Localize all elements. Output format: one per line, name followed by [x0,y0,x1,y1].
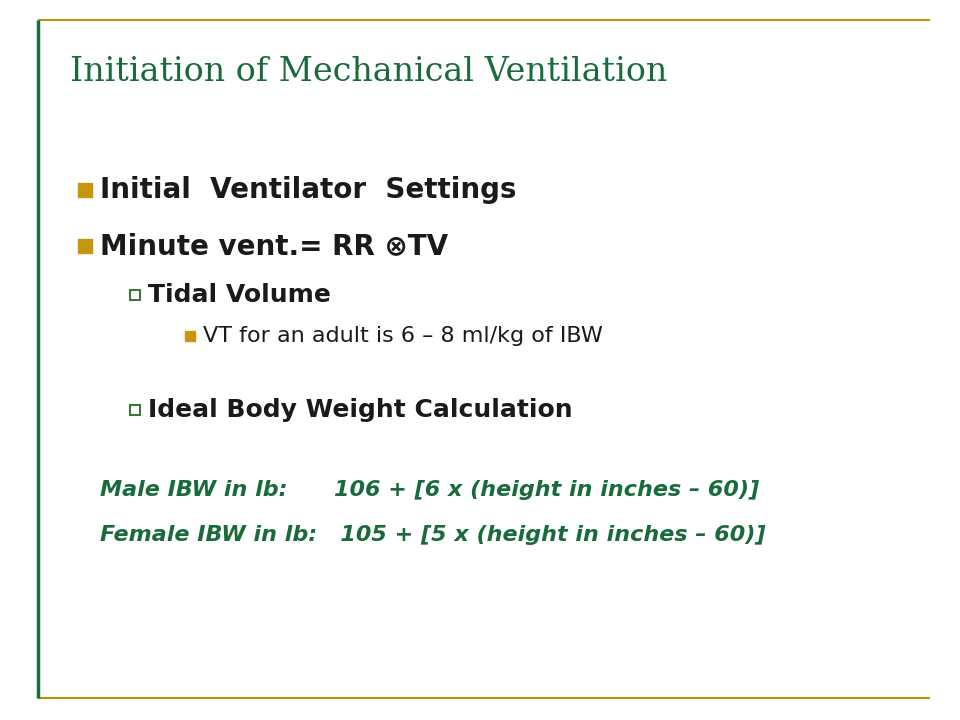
Text: Tidal Volume: Tidal Volume [148,283,331,307]
Bar [130,405,140,415]
Text: Minute vent.= RR ⊗TV: Minute vent.= RR ⊗TV [100,232,448,260]
Text: VT for an adult is 6 – 8 ml/kg of IBW: VT for an adult is 6 – 8 ml/kg of IBW [203,326,603,346]
Text: Initiation of Mechanical Ventilation: Initiation of Mechanical Ventilation [70,56,667,88]
Bar [130,290,140,300]
Text: Initial  Ventilator  Settings: Initial Ventilator Settings [100,176,516,204]
Bar [185,331,195,341]
Text: Ideal Body Weight Calculation: Ideal Body Weight Calculation [148,398,572,422]
Bar [78,239,92,253]
Text: Female IBW in lb:   105 + [5 x (height in inches – 60)]: Female IBW in lb: 105 + [5 x (height in … [100,525,765,545]
Text: Male IBW in lb:      106 + [6 x (height in inches – 60)]: Male IBW in lb: 106 + [6 x (height in in… [100,480,759,500]
Bar [78,183,92,197]
